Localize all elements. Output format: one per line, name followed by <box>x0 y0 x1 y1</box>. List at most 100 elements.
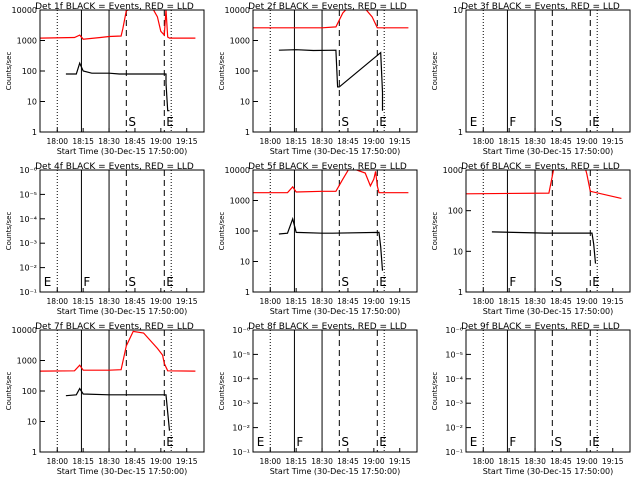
panel-title: Det 2f BLACK = Events, RED = LLD <box>248 2 407 12</box>
y-tick-label: 1 <box>458 128 463 137</box>
marker-label: E <box>592 435 600 449</box>
lld-series-line <box>466 170 622 199</box>
y-tick-label: 1 <box>245 288 250 297</box>
plot-frame <box>465 169 631 293</box>
panel-title: Det 3f BLACK = Events, RED = LLD <box>461 2 620 12</box>
y-tick-label: 10⁻² <box>19 264 37 273</box>
x-axis-label: Start Time (30-Dec-15 17:50:00) <box>270 147 401 156</box>
x-tick-label: 18:45 <box>124 297 146 306</box>
marker-label: S <box>341 275 349 289</box>
x-axis-label: Start Time (30-Dec-15 17:50:00) <box>270 307 401 316</box>
marker-label: F <box>83 275 90 289</box>
y-tick-label: 10 <box>240 258 250 267</box>
marker-label: S <box>128 115 136 129</box>
y-tick-label: 100 <box>448 207 463 216</box>
x-tick-label: 18:45 <box>337 457 359 466</box>
y-tick-label: 100 <box>235 227 250 236</box>
marker-label: E <box>166 115 174 129</box>
lld-series-line <box>253 10 409 29</box>
marker-label: S <box>341 115 349 129</box>
events-series-line <box>278 49 384 111</box>
marker-label: S <box>554 115 562 129</box>
y-tick-label: 10 <box>27 98 37 107</box>
y-tick-label: 10⁻⁶ <box>232 326 250 335</box>
y-tick-label: 1 <box>245 128 250 137</box>
marker-label: F <box>509 435 516 449</box>
y-tick-label: 10⁻³ <box>445 399 463 408</box>
marker-label: S <box>341 435 349 449</box>
y-tick-label: 1000 <box>443 166 463 175</box>
y-tick-label: 10⁻¹ <box>19 288 37 297</box>
x-tick-label: 19:15 <box>602 297 624 306</box>
x-tick-label: 19:00 <box>363 457 385 466</box>
x-tick-label: 19:15 <box>389 457 411 466</box>
x-tick-label: 18:45 <box>124 457 146 466</box>
y-tick-label: 10⁻⁵ <box>19 190 37 199</box>
y-tick-label: 10000 <box>12 6 37 15</box>
x-tick-label: 18:45 <box>337 137 359 146</box>
y-tick-label: 10⁻³ <box>19 239 37 248</box>
x-tick-label: 18:15 <box>72 297 94 306</box>
y-axis-label: Counts/sec <box>5 372 13 411</box>
y-tick-label: 10⁻⁴ <box>232 375 250 384</box>
y-tick-label: 100 <box>235 67 250 76</box>
x-axis-label: Start Time (30-Dec-15 17:50:00) <box>483 147 614 156</box>
detector-panel: Det 2f BLACK = Events, RED = LLD S E 1 10 100… <box>218 2 418 156</box>
marker-label: E <box>592 115 600 129</box>
panel-title: Det 7f BLACK = Events, RED = LLD <box>35 322 194 332</box>
x-tick-label: 19:15 <box>389 137 411 146</box>
x-tick-label: 19:15 <box>602 137 624 146</box>
detector-panel: Det 9f BLACK = Events, RED = LLD E F S E 10⁻¹… <box>431 322 631 476</box>
marker-label: F <box>509 275 516 289</box>
plot-frame <box>39 9 205 133</box>
x-axis-label: Start Time (30-Dec-15 17:50:00) <box>57 307 188 316</box>
x-tick-label: 18:00 <box>259 457 281 466</box>
x-tick-label: 18:45 <box>550 297 572 306</box>
x-tick-label: 18:45 <box>550 137 572 146</box>
x-axis-label: Start Time (30-Dec-15 17:50:00) <box>483 307 614 316</box>
y-tick-label: 10⁻³ <box>232 399 250 408</box>
y-tick-label: 100 <box>22 67 37 76</box>
x-tick-label: 19:00 <box>150 457 172 466</box>
x-axis-label: Start Time (30-Dec-15 17:50:00) <box>57 467 188 476</box>
marker-label: E <box>257 435 265 449</box>
lld-series-line <box>253 170 409 194</box>
marker-label: E <box>166 275 174 289</box>
x-tick-label: 19:15 <box>176 297 198 306</box>
y-tick-label: 10⁻¹ <box>232 448 250 457</box>
x-tick-label: 19:15 <box>602 457 624 466</box>
y-axis-label: Counts/sec <box>5 212 13 251</box>
detector-panel: Det 6f BLACK = Events, RED = LLD F S E 1 10 10… <box>431 162 631 316</box>
x-tick-label: 19:15 <box>176 137 198 146</box>
x-tick-label: 18:45 <box>337 297 359 306</box>
x-tick-label: 18:30 <box>311 297 333 306</box>
y-tick-label: 10⁻⁶ <box>19 166 37 175</box>
y-tick-label: 10 <box>453 247 463 256</box>
x-tick-label: 18:30 <box>98 297 120 306</box>
marker-label: E <box>592 275 600 289</box>
plot-frame <box>252 169 418 293</box>
x-tick-label: 18:30 <box>98 457 120 466</box>
detector-panel: Det 7f BLACK = Events, RED = LLD E 1 10 100 1… <box>5 322 205 476</box>
panel-title: Det 1f BLACK = Events, RED = LLD <box>35 2 194 12</box>
marker-label: E <box>379 435 387 449</box>
x-tick-label: 18:15 <box>498 137 520 146</box>
events-series-line <box>65 61 170 112</box>
y-tick-label: 10⁻⁶ <box>445 326 463 335</box>
marker-label: S <box>554 435 562 449</box>
y-tick-label: 10⁻² <box>232 424 250 433</box>
marker-label: E <box>166 435 174 449</box>
y-tick-label: 100 <box>22 387 37 396</box>
x-tick-label: 19:00 <box>576 297 598 306</box>
x-tick-label: 18:45 <box>550 457 572 466</box>
x-tick-label: 18:00 <box>259 137 281 146</box>
y-axis-label: Counts/sec <box>431 52 439 91</box>
x-axis-label: Start Time (30-Dec-15 17:50:00) <box>270 467 401 476</box>
x-tick-label: 18:30 <box>524 137 546 146</box>
x-tick-label: 18:00 <box>472 457 494 466</box>
plot-frame <box>252 329 418 453</box>
panel-title: Det 4f BLACK = Events, RED = LLD <box>35 162 194 172</box>
x-tick-label: 19:00 <box>363 137 385 146</box>
